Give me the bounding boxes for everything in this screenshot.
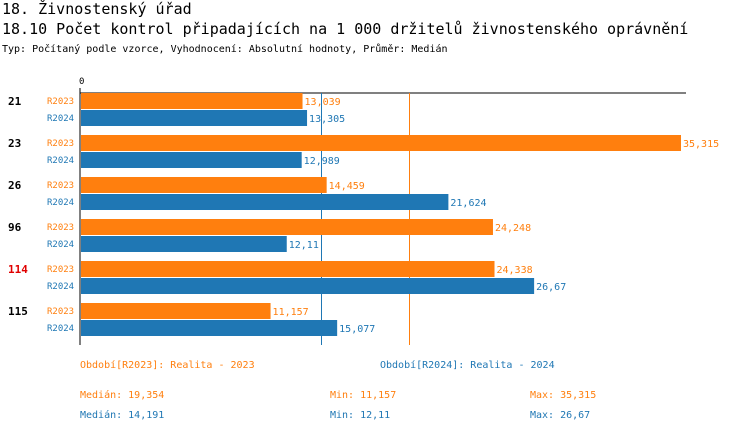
value-label: 24,248	[495, 223, 531, 234]
page-title: 18. Živnostenský úřad	[2, 0, 192, 18]
stat-r2024-min: Min: 12,11	[330, 410, 391, 421]
bar-r2023	[81, 177, 327, 193]
value-label: 35,315	[683, 139, 719, 150]
series-label: R2023	[47, 307, 74, 317]
value-label: 26,67	[536, 282, 566, 293]
series-label: R2023	[47, 181, 74, 191]
value-label: 13,039	[305, 97, 341, 108]
value-label: 12,11	[289, 240, 319, 251]
stat-r2023-median: Medián: 19,354	[80, 390, 165, 401]
bar-r2023	[81, 261, 495, 277]
stat-r2023-max: Max: 35,315	[530, 390, 597, 401]
category-label: 96	[8, 221, 22, 234]
value-label: 24,338	[497, 265, 533, 276]
value-label: 15,077	[339, 324, 375, 335]
bar-r2023	[81, 303, 271, 319]
category-label: 26	[8, 179, 22, 192]
bar-r2024	[81, 236, 287, 252]
value-label: 14,459	[329, 181, 365, 192]
bar-r2024	[81, 320, 338, 336]
value-label: 21,624	[450, 198, 486, 209]
series-label: R2024	[47, 198, 74, 208]
series-label: R2024	[47, 156, 74, 166]
value-label: 11,157	[273, 307, 309, 318]
stat-r2024-median: Medián: 14,191	[80, 410, 165, 421]
category-label: 114	[8, 263, 28, 276]
axis-zero-label: 0	[79, 77, 84, 87]
legend-r2024: Období[R2024]: Realita - 2024	[380, 360, 555, 371]
series-label: R2024	[47, 324, 74, 334]
category-label: 23	[8, 137, 21, 150]
legend-r2023: Období[R2023]: Realita - 2023	[80, 360, 255, 371]
bar-r2023	[81, 219, 493, 235]
category-label: 115	[8, 305, 28, 318]
chart-title: 18.10 Počet kontrol připadajících na 1 0…	[2, 20, 689, 38]
stat-r2023-min: Min: 11,157	[330, 390, 397, 401]
value-label: 13,305	[309, 114, 345, 125]
bar-r2024	[81, 278, 535, 294]
chart-meta: Typ: Počítaný podle vzorce, Vyhodnocení:…	[2, 44, 448, 55]
series-label: R2024	[47, 282, 74, 292]
series-label: R2023	[47, 97, 74, 107]
series-label: R2023	[47, 265, 74, 275]
series-label: R2024	[47, 114, 74, 124]
series-label: R2024	[47, 240, 74, 250]
stat-r2024-max: Max: 26,67	[530, 410, 591, 421]
bar-r2024	[81, 110, 308, 126]
bar-r2024	[81, 194, 449, 210]
series-label: R2023	[47, 139, 74, 149]
bar-r2023	[81, 93, 303, 109]
category-label: 21	[8, 95, 22, 108]
bar-r2024	[81, 152, 302, 168]
series-label: R2023	[47, 223, 74, 233]
value-label: 12,989	[304, 156, 340, 167]
bar-r2023	[81, 135, 681, 151]
